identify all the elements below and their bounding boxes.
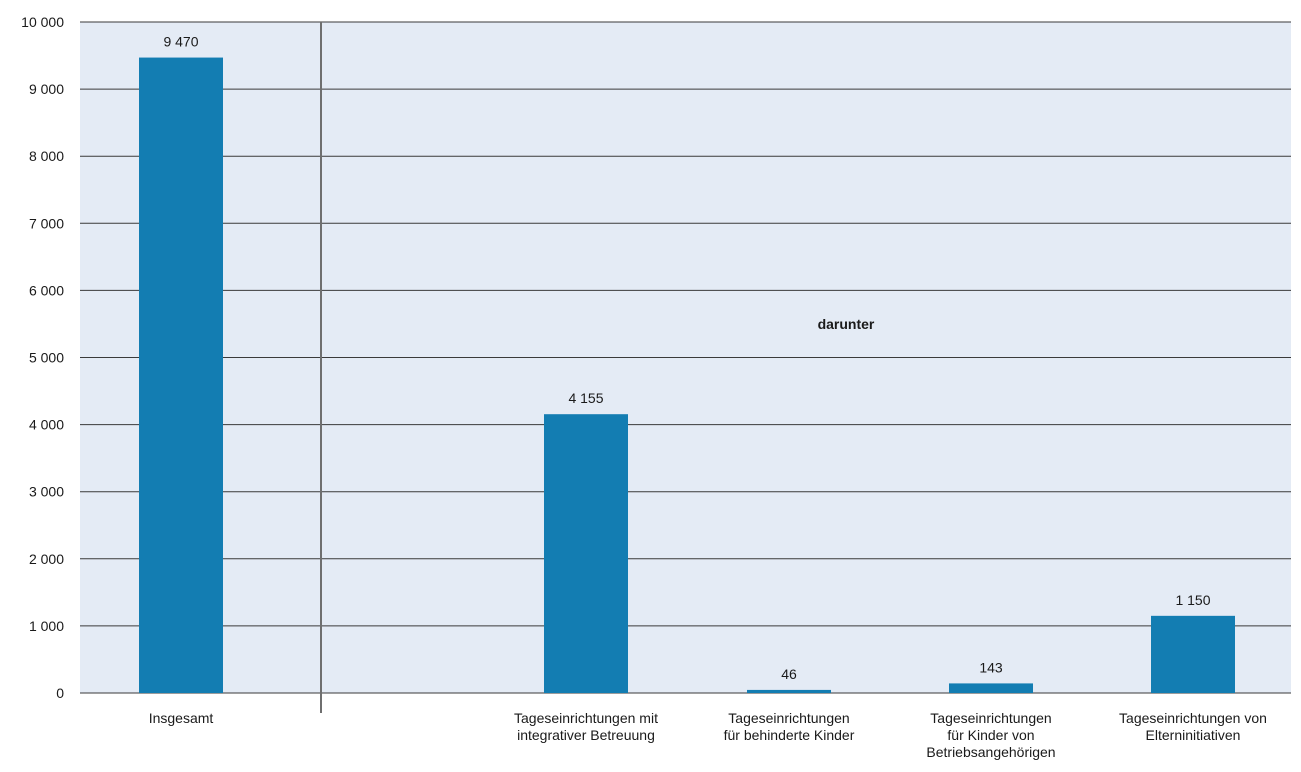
value-labels: 9 470 4 155 46 143 1 150 [163, 34, 1210, 682]
bar [1151, 615, 1235, 693]
x-tick-label: für Kinder von [947, 727, 1034, 743]
grid-lines [80, 21, 1291, 694]
group-label: darunter [818, 316, 875, 332]
x-tick-label: Tageseinrichtungen von [1119, 710, 1267, 726]
y-tick-label: 8 000 [29, 148, 64, 164]
y-tick-label: 10 000 [21, 14, 64, 30]
y-tick-label: 1 000 [29, 618, 64, 634]
x-tick-label: Tageseinrichtungen [728, 710, 849, 726]
bar-value-label: 1 150 [1175, 592, 1210, 608]
x-tick-label: integrativer Betreuung [517, 727, 655, 743]
x-tick-label: Betriebsangehörigen [926, 744, 1055, 760]
bar [949, 683, 1033, 693]
bar [544, 414, 628, 693]
bar [747, 689, 831, 693]
x-tick-label: Insgesamt [149, 710, 214, 726]
y-tick-label: 5 000 [29, 350, 64, 366]
y-tick-label: 7 000 [29, 215, 64, 231]
bars [139, 57, 1235, 694]
x-tick-label: Tageseinrichtungen mit [514, 710, 658, 726]
y-tick-label: 2 000 [29, 551, 64, 567]
y-tick-label: 6 000 [29, 282, 64, 298]
y-tick-label: 0 [56, 685, 64, 701]
y-tick-label: 3 000 [29, 484, 64, 500]
bar-value-label: 46 [781, 666, 797, 682]
bar [139, 57, 223, 694]
bar-value-label: 9 470 [163, 34, 198, 50]
bar-value-label: 143 [979, 659, 1003, 675]
x-tick-label: Tageseinrichtungen [930, 710, 1051, 726]
x-tick-label: Elterninitiativen [1146, 727, 1241, 743]
x-axis-category-labels: Insgesamt Tageseinrichtungen mitintegrati… [149, 710, 1267, 760]
y-tick-label: 4 000 [29, 417, 64, 433]
x-tick-label: für behinderte Kinder [724, 727, 855, 743]
y-axis-tick-labels: 0 1 000 2 000 3 000 4 000 5 000 6 000 7 000 8 00… [21, 14, 64, 701]
y-tick-label: 9 000 [29, 81, 64, 97]
bar-value-label: 4 155 [568, 390, 603, 406]
